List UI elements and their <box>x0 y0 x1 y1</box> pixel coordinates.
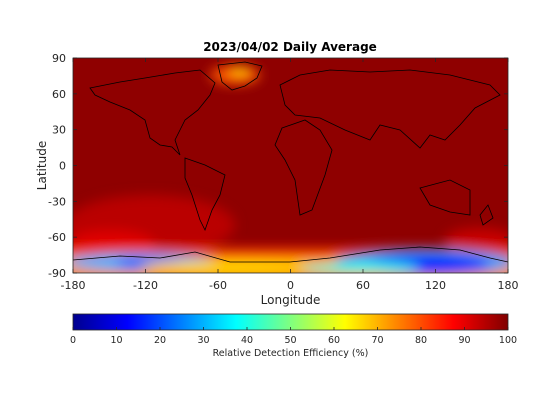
colorbar-tick-label: 10 <box>110 335 122 346</box>
y-tick-label: -60 <box>48 231 66 244</box>
colorbar-ticks: 0 10 20 30 40 50 60 70 80 90 100 <box>70 327 517 346</box>
colorbar-tick-label: 20 <box>154 335 166 346</box>
x-axis-title: Longitude <box>261 293 321 307</box>
colorbar-tick-label: 40 <box>241 335 253 346</box>
y-axis: 90 60 30 0 -30 -60 -90 <box>48 52 508 280</box>
x-tick-label: 0 <box>287 279 294 292</box>
coastlines <box>73 61 508 263</box>
colorbar-tick-label: 100 <box>499 335 517 346</box>
y-tick-label: -90 <box>48 267 66 280</box>
y-tick-label: 0 <box>59 160 66 173</box>
x-tick-label: -120 <box>133 279 158 292</box>
colorbar-tick-label: 0 <box>70 335 76 346</box>
colorbar-tick-label: 90 <box>458 335 470 346</box>
colorbar-tick-label: 70 <box>371 335 383 346</box>
y-tick-label: 60 <box>52 88 66 101</box>
y-axis-title: Latitude <box>35 141 49 190</box>
colorbar-tick-label: 30 <box>197 335 209 346</box>
x-axis: -180 -120 -60 0 60 120 180 <box>61 58 519 292</box>
y-tick-label: 90 <box>52 52 66 65</box>
heatmap-gradients <box>73 66 508 273</box>
y-tick-label: 30 <box>52 124 66 137</box>
x-tick-label: 120 <box>425 279 446 292</box>
heatmap-field <box>73 58 508 273</box>
y-tick-label: -30 <box>48 195 66 208</box>
x-tick-label: -180 <box>61 279 86 292</box>
colorbar-tick-label: 80 <box>415 335 427 346</box>
chart-title: 2023/04/02 Daily Average <box>203 40 377 54</box>
colorbar-tick-label: 60 <box>328 335 340 346</box>
x-tick-label: -60 <box>209 279 227 292</box>
x-tick-label: 60 <box>356 279 370 292</box>
colorbar-label: Relative Detection Efficiency (%) <box>213 348 369 359</box>
x-tick-label: 180 <box>498 279 519 292</box>
colorbar-tick-label: 50 <box>284 335 296 346</box>
